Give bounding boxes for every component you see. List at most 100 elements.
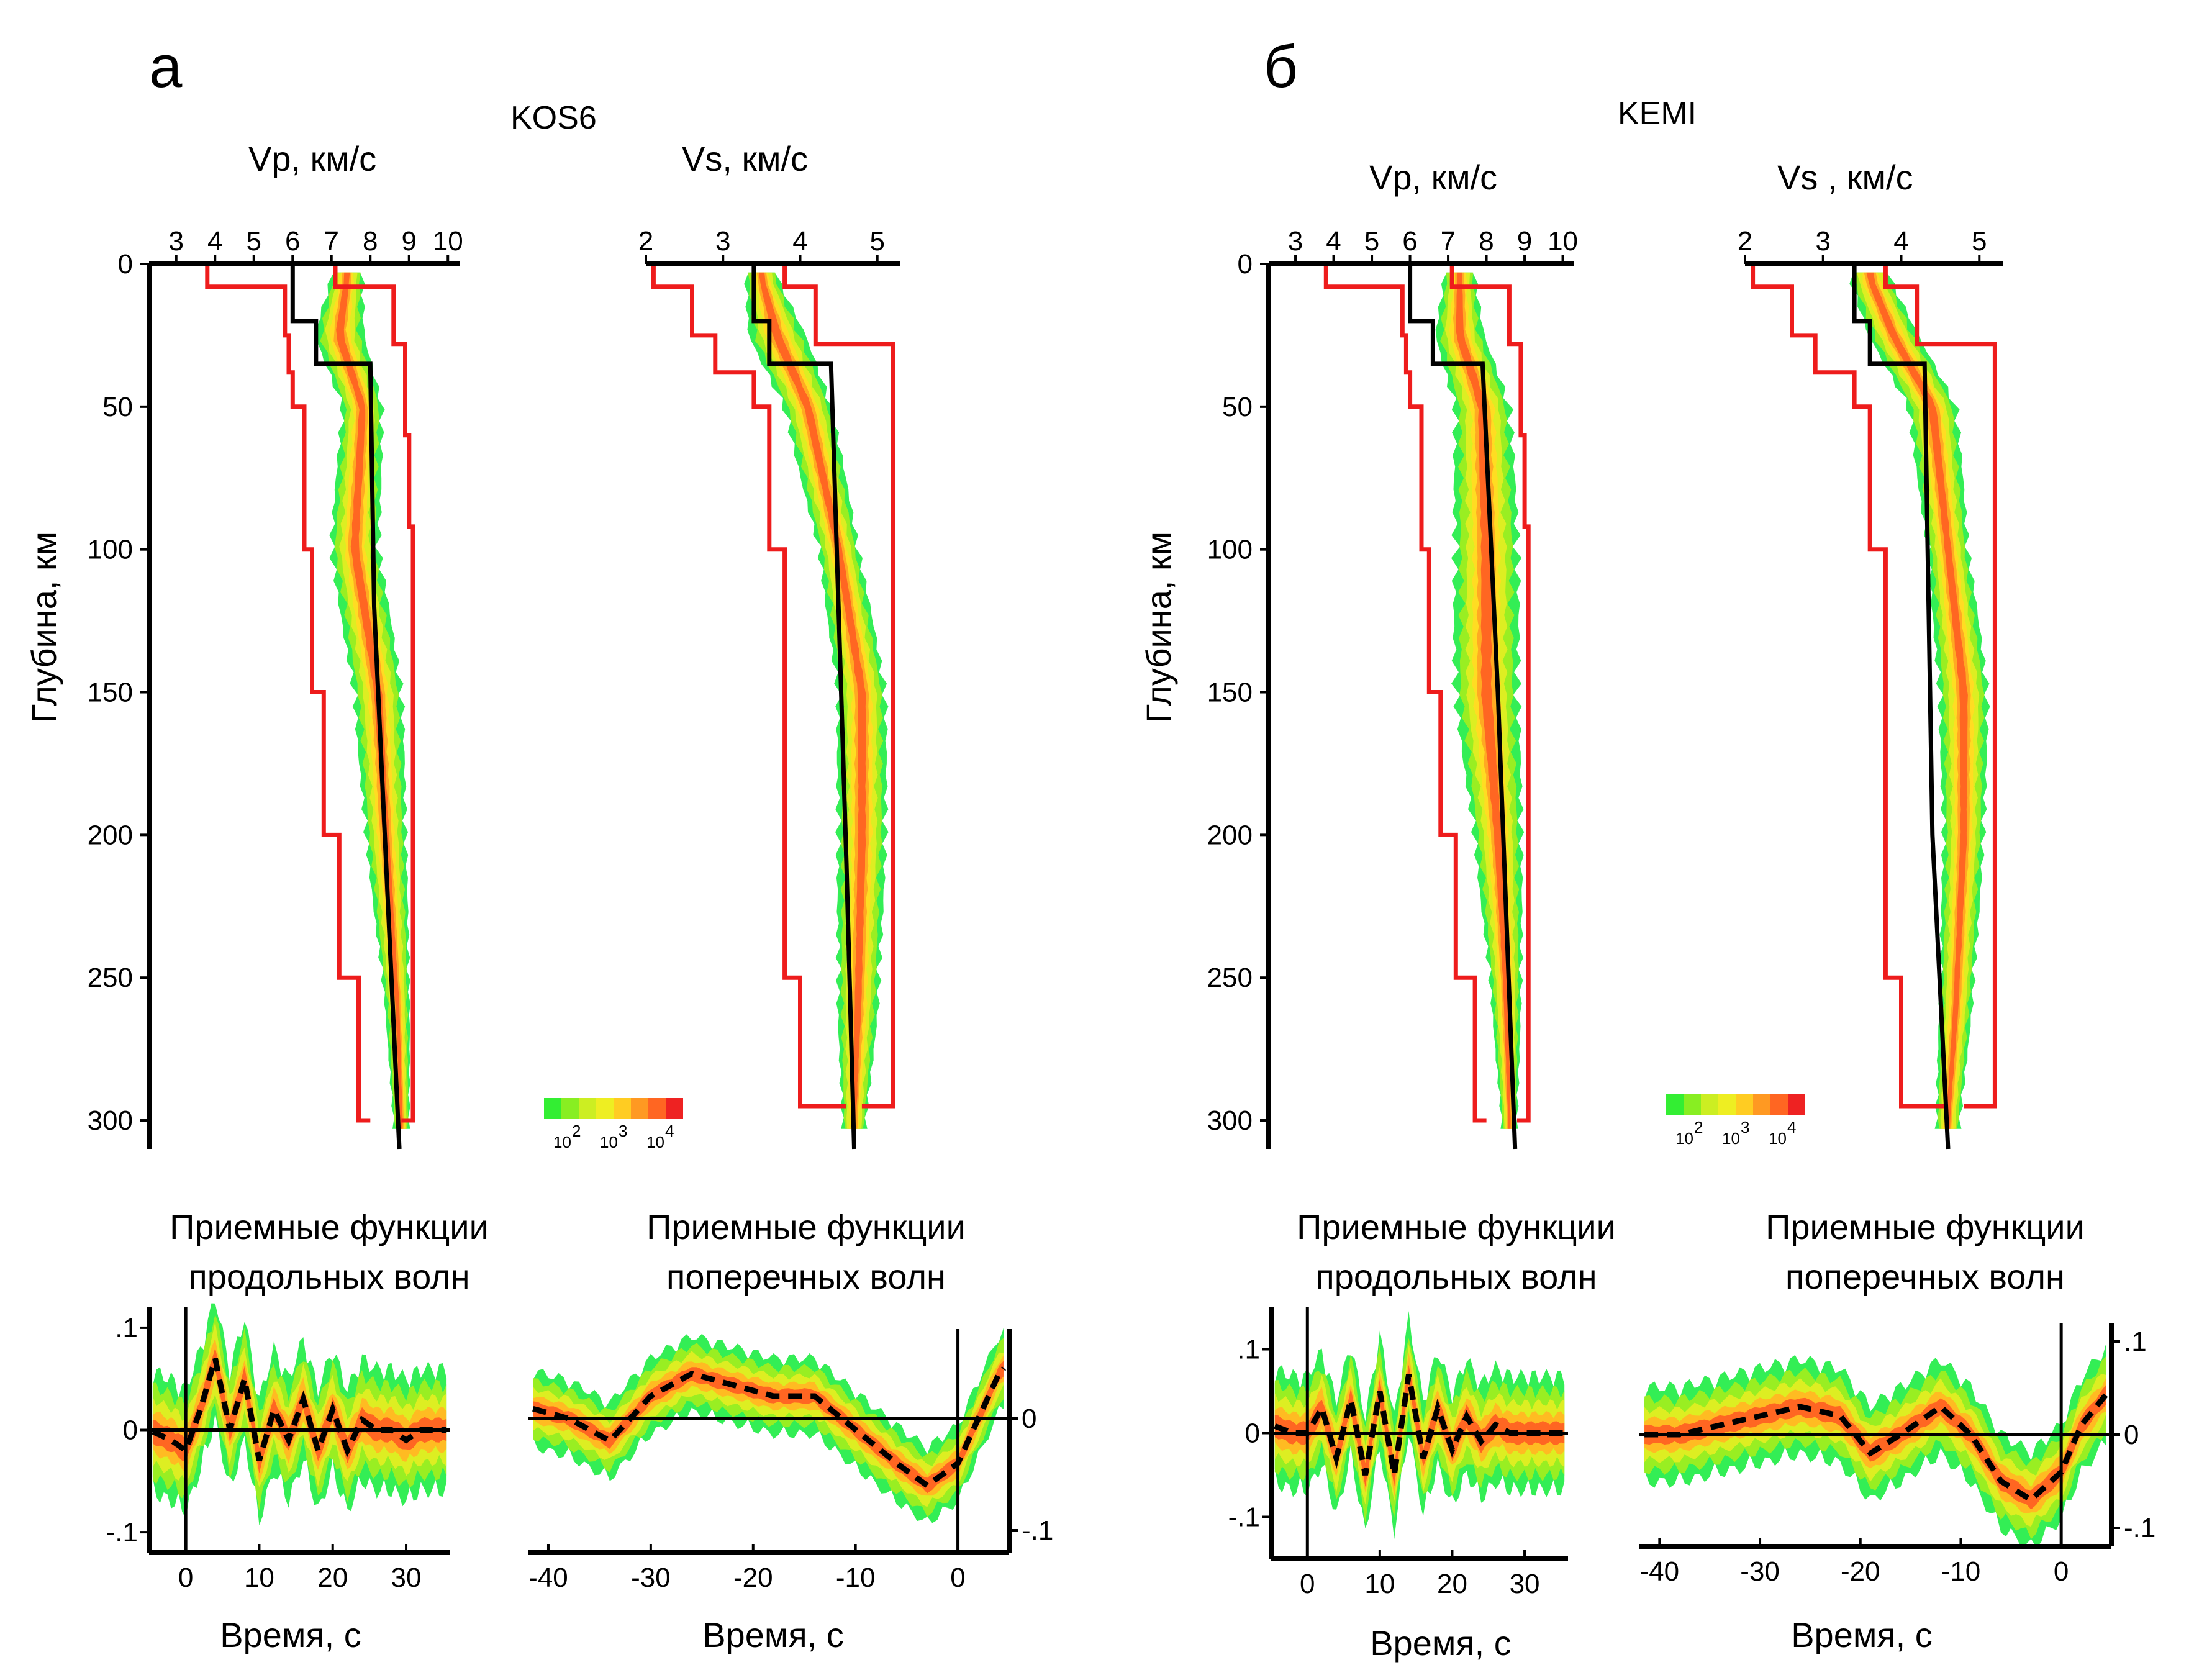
srf-title-line1-a: Приемные функции [646, 1207, 966, 1246]
legend-swatch [1666, 1094, 1684, 1115]
panel-letter-a: а [149, 34, 183, 100]
density-band-level [1866, 272, 1968, 1129]
x-tick-label: 5 [869, 226, 884, 256]
x-tick-label: 7 [1441, 226, 1456, 256]
y-tick-label: 50 [102, 392, 133, 422]
y-tick-label: 0 [1245, 1418, 1260, 1449]
y-tick-label: 200 [1207, 820, 1253, 850]
max-bound-line [1449, 264, 1531, 1123]
legend-swatch [1770, 1094, 1788, 1115]
legend-swatch [1684, 1094, 1701, 1115]
rf-ensemble-band [1274, 1352, 1565, 1497]
y-tick-label: 0 [118, 249, 133, 279]
y-tick-label: 250 [1207, 963, 1253, 993]
x-tick-label: 7 [324, 226, 339, 256]
legend-swatch [1718, 1094, 1736, 1115]
x-tick-label: 3 [1816, 226, 1831, 256]
legend-swatch [596, 1098, 614, 1119]
y-tick-label: .1 [2124, 1327, 2147, 1357]
legend-swatch [1788, 1094, 1805, 1115]
prf-title-line2-a: продольных волн [188, 1257, 469, 1296]
model-line [1852, 264, 1951, 1150]
panel-letter-b: б [1264, 34, 1298, 100]
x-tick-label: 10 [1548, 226, 1578, 256]
profile-chart-5: 2 3 4 5 [1738, 226, 2003, 1150]
time-label-prf-a: Время, с [220, 1615, 361, 1654]
x-tick-label: 4 [207, 226, 222, 256]
depth-label-b: Глубина, км [1139, 532, 1178, 723]
legend-exponent: 4 [665, 1122, 674, 1140]
rf-chart-6: 0 10 20 30 -.1 0 .1 [1228, 1307, 1568, 1599]
x-tick-label: 0 [178, 1563, 193, 1593]
rf-chart-3: -40 -30 -20 -10 0 -.1 0 [528, 1327, 1053, 1593]
max-bound-line [333, 264, 415, 1123]
station-name-a: KOS6 [510, 100, 597, 136]
legend-swatch [1736, 1094, 1753, 1115]
x-tick-label: 3 [1288, 226, 1303, 256]
y-tick-label: 0 [1238, 249, 1253, 279]
legend-label: 10 [553, 1133, 571, 1151]
station-name-b: KEMI [1618, 96, 1697, 132]
legend-label: 10 [1722, 1129, 1740, 1148]
density-band-level [758, 272, 866, 1129]
x-tick-label: 4 [792, 226, 807, 256]
x-tick-label: 5 [1364, 226, 1379, 256]
srf-title-line2-a: поперечных волн [666, 1257, 946, 1296]
legend-exponent: 2 [572, 1122, 581, 1140]
x-tick-label: 10 [433, 226, 463, 256]
x-tick-label: 20 [317, 1563, 348, 1593]
density-band-level [333, 272, 404, 1129]
legend-swatch [544, 1098, 561, 1119]
x-tick-label: 30 [391, 1563, 422, 1593]
x-tick-label: -20 [733, 1563, 773, 1593]
rf-chart-7: -40 -30 -20 -10 0 -.1 0 .1 [1639, 1323, 2155, 1587]
density-band-level [329, 272, 406, 1129]
x-tick-label: 0 [950, 1563, 965, 1593]
min-bound-line [1751, 264, 1948, 1109]
legend-label: 10 [646, 1133, 664, 1151]
legend-label: 10 [600, 1133, 618, 1151]
legend-exponent: 3 [619, 1122, 627, 1140]
x-tick-label: 3 [715, 226, 730, 256]
y-tick-label: 0 [123, 1415, 138, 1446]
legend-label: 10 [1675, 1129, 1693, 1148]
y-tick-label: 100 [1207, 535, 1253, 565]
x-tick-label: 6 [1402, 226, 1417, 256]
depth-label-a: Глубина, км [24, 532, 63, 723]
legend-exponent: 4 [1787, 1118, 1796, 1137]
y-tick-label: -.1 [106, 1517, 138, 1548]
y-tick-label: 300 [88, 1105, 133, 1136]
y-tick-label: 100 [88, 535, 133, 565]
y-tick-label: -.1 [2124, 1513, 2155, 1543]
prf-title-line1-a: Приемные функции [170, 1207, 489, 1246]
legend-label: 10 [1769, 1129, 1787, 1148]
x-tick-label: -20 [1841, 1556, 1880, 1587]
y-tick-label: -.1 [1228, 1502, 1260, 1533]
max-bound-line [782, 264, 895, 1109]
x-tick-label: 8 [1479, 226, 1494, 256]
x-tick-label: 4 [1326, 226, 1341, 256]
legend-swatch [666, 1098, 683, 1119]
vs-title-a: Vs, км/с [682, 139, 808, 178]
legend-swatch [648, 1098, 666, 1119]
x-tick-label: 8 [363, 226, 378, 256]
mean-rf-line [1644, 1392, 2109, 1504]
min-bound-line [651, 264, 846, 1109]
min-bound-line [205, 264, 371, 1123]
rf-ensemble-band [1274, 1364, 1565, 1487]
density-band-level [1456, 272, 1511, 1129]
y-tick-label: 300 [1207, 1105, 1253, 1136]
y-tick-label: .1 [115, 1313, 138, 1343]
max-bound-line [1883, 264, 1997, 1109]
x-tick-label: 0 [1300, 1569, 1315, 1599]
y-tick-label: 250 [88, 963, 133, 993]
x-tick-label: 30 [1510, 1569, 1540, 1599]
x-tick-label: 2 [1738, 226, 1752, 256]
time-label-prf-b: Время, с [1370, 1623, 1512, 1663]
prf-title-line2-b: продольных волн [1315, 1257, 1597, 1296]
legend-swatch [614, 1098, 631, 1119]
x-tick-label: -30 [1740, 1556, 1780, 1587]
legend-exponent: 2 [1694, 1118, 1703, 1137]
